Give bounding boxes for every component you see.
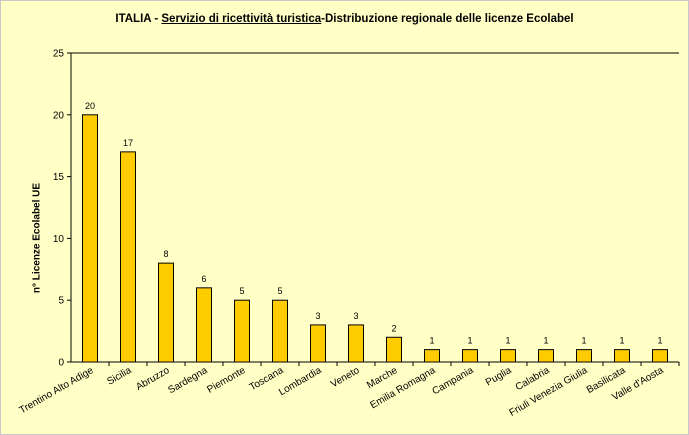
data-label: 1 (543, 336, 548, 346)
bar (196, 287, 212, 363)
bar (538, 349, 554, 363)
data-label: 1 (429, 336, 434, 346)
x-category-label: Piemonte (205, 365, 247, 396)
bar (120, 151, 136, 363)
data-label: 8 (163, 249, 168, 259)
data-label: 2 (391, 323, 396, 333)
data-label: 20 (85, 101, 95, 111)
data-label: 5 (277, 286, 282, 296)
chart-title-suffix: -Distribuzione regionale delle licenze E… (321, 13, 574, 25)
y-tick-label: 25 (53, 49, 65, 60)
bar (234, 299, 250, 363)
bar (272, 299, 288, 363)
x-category-label: Puglia (484, 365, 514, 389)
bar (158, 262, 174, 363)
x-category-label: Veneto (329, 365, 362, 390)
bar (348, 324, 364, 363)
data-label: 1 (581, 336, 586, 346)
chart-title-underlined: Servizio di ricettività turistica (161, 13, 322, 25)
bar (500, 349, 516, 363)
bar (462, 349, 478, 363)
bar (424, 349, 440, 363)
x-category-label: Trentino Alto Adige (18, 365, 96, 417)
x-category-label: Campania (431, 365, 476, 398)
y-tick-label: 15 (53, 172, 65, 183)
data-label: 1 (619, 336, 624, 346)
x-category-label: Lombardia (277, 365, 324, 398)
bar (614, 349, 630, 363)
x-category-label: Emilia Romagna (368, 365, 437, 411)
x-category-label: Sicilia (105, 365, 133, 388)
y-tick-label: 5 (58, 296, 64, 307)
data-label: 3 (315, 311, 320, 321)
x-category-label: Abruzzo (134, 365, 172, 393)
data-label: 1 (467, 336, 472, 346)
chart-title-prefix: ITALIA - (115, 13, 162, 25)
data-label: 6 (201, 274, 206, 284)
data-label: 1 (657, 336, 662, 346)
x-category-label: Sardegna (166, 365, 209, 396)
y-tick-label: 10 (53, 234, 65, 245)
bar (386, 336, 402, 363)
bar (652, 349, 668, 363)
data-label: 3 (353, 311, 358, 321)
data-label: 1 (505, 336, 510, 346)
data-label: 5 (239, 286, 244, 296)
chart-title: ITALIA - Servizio di ricettività turisti… (0, 13, 689, 25)
y-tick-label: 20 (53, 110, 65, 121)
bar (82, 114, 98, 363)
bar (310, 324, 326, 363)
bar (576, 349, 592, 363)
data-label: 17 (123, 138, 133, 148)
y-tick-label: 0 (58, 358, 64, 369)
